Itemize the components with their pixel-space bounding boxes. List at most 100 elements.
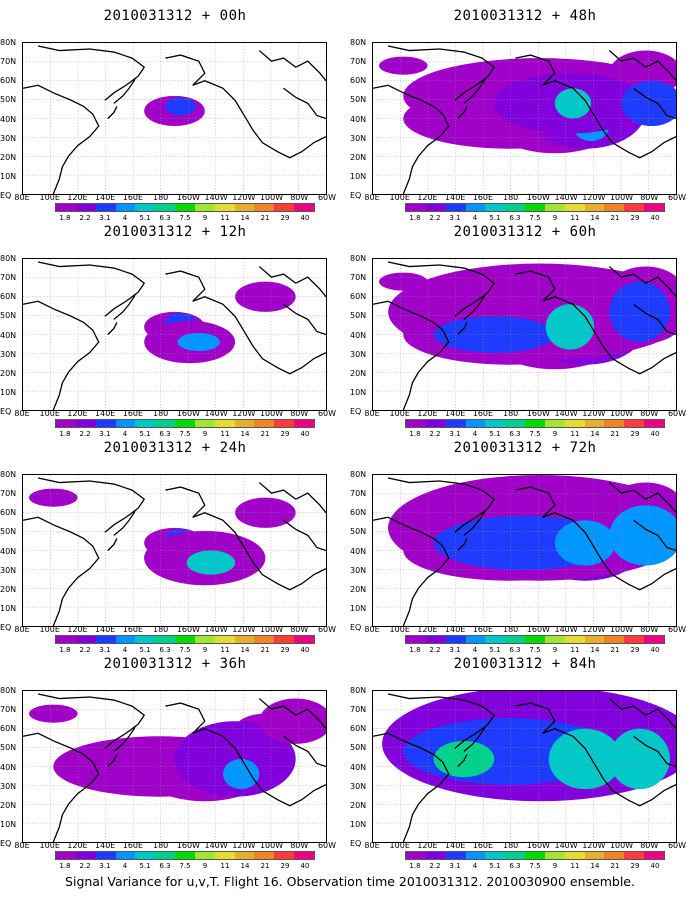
longitude-label: 160E <box>122 409 144 418</box>
longitude-label: 160W <box>526 409 550 418</box>
latitude-label: 50N <box>350 311 367 321</box>
colorbar-level-label: 7.5 <box>529 430 541 438</box>
colorbar-swatch <box>624 204 645 211</box>
colorbar-level-label: 11 <box>570 862 580 870</box>
longitude-label: 140W <box>554 841 578 850</box>
latitude-label: 50N <box>350 743 367 753</box>
colorbar-swatch <box>75 852 96 859</box>
coastline <box>107 538 118 551</box>
longitude-label: 140W <box>204 625 228 634</box>
colorbar-level-label: 3.1 <box>99 430 111 438</box>
colorbar-swatch <box>274 852 295 859</box>
longitude-label: 120E <box>417 193 438 202</box>
colorbar-level-label: 6.3 <box>509 862 521 870</box>
longitude-label: 120E <box>417 409 438 418</box>
latitude-label: 70N <box>0 489 17 499</box>
colorbar-swatch <box>214 204 235 211</box>
colorbar-level-label: 3.1 <box>449 862 461 870</box>
colorbar-level-label: 9 <box>202 862 208 870</box>
latitude-label: 20N <box>0 368 17 378</box>
coastline <box>463 78 486 104</box>
colorbar-level-label: 40 <box>300 646 310 654</box>
longitude-label: 80E <box>14 193 30 202</box>
colorbar-level-label: 29 <box>630 430 640 438</box>
latitude-label: 40N <box>0 762 17 772</box>
colorbar-swatch <box>175 852 195 859</box>
longitude-label: 100W <box>259 409 284 418</box>
map-panel: 2010031312 + 72h 80N 70N 60N 50N 40N 30N 20N 10N… <box>350 432 700 657</box>
colorbar-swatch <box>564 204 585 211</box>
colorbar-level-label: 9 <box>202 430 208 438</box>
longitude-label: 160E <box>122 841 144 850</box>
colorbar-swatch <box>544 204 565 211</box>
colorbar-swatch <box>175 204 195 211</box>
colorbar-swatch <box>624 420 645 427</box>
latitude-label: 60N <box>0 76 17 86</box>
longitude-label: 100W <box>259 841 284 850</box>
colorbar-level-label: 3.1 <box>99 862 111 870</box>
variance-contour <box>554 88 592 119</box>
latitude-label: 30N <box>0 133 17 143</box>
colorbar-swatch <box>644 204 664 211</box>
figure-caption: Signal Variance for u,v,T. Flight 16. Ob… <box>65 874 635 889</box>
colorbar-level-label: 14 <box>240 646 250 654</box>
colorbar-level-label: 1.8 <box>409 646 421 654</box>
colorbar-swatch <box>465 852 486 859</box>
variance-contour <box>174 721 296 797</box>
latitude-label: 70N <box>0 57 17 67</box>
colorbar-swatch <box>115 420 136 427</box>
colorbar-swatch <box>234 420 255 427</box>
longitude-label: 80W <box>290 625 309 634</box>
latitude-label: 10N <box>350 603 367 613</box>
colorbar-swatch <box>175 420 195 427</box>
longitude-label: 120W <box>232 409 256 418</box>
longitude-label: 180 <box>502 841 519 850</box>
longitude-label: 160E <box>472 841 494 850</box>
colorbar-swatch <box>135 204 156 211</box>
colorbar-labels: 1.8 2.2 3.1 4 5.1 6.3 7.5 9 11 14 21 29 40 <box>55 646 315 656</box>
colorbar-swatch <box>544 636 565 643</box>
colorbar-swatch <box>56 420 76 427</box>
coastline <box>633 519 676 552</box>
longitude-label: 180 <box>502 409 519 418</box>
latitude-label: 80N <box>0 254 17 263</box>
longitude-label: 140W <box>204 409 228 418</box>
colorbar-level-label: 5.1 <box>139 862 151 870</box>
colorbar-level-label: 11 <box>220 214 230 222</box>
longitude-label: 180 <box>502 193 519 202</box>
colorbar-labels: 1.8 2.2 3.1 4 5.1 6.3 7.5 9 11 14 21 29 40 <box>55 862 315 872</box>
coastline <box>38 693 146 749</box>
colorbar-swatch <box>274 420 295 427</box>
panel-title: 2010031312 + 12h <box>103 224 247 240</box>
longitude-label: 60W <box>317 841 337 850</box>
latitude-label: EQ <box>0 407 12 416</box>
colorbar-level-label: 29 <box>630 646 640 654</box>
colorbar-swatch <box>214 852 235 859</box>
colorbar-level-label: 14 <box>590 214 600 222</box>
colorbar-level-label: 1.8 <box>59 430 71 438</box>
coastline <box>23 732 100 842</box>
colorbar-level-label: 40 <box>300 862 310 870</box>
colorbar-level-label: 29 <box>630 214 640 222</box>
colorbar-level-label: 5.1 <box>489 430 501 438</box>
colorbar-swatch <box>214 420 235 427</box>
colorbar-swatch <box>584 204 605 211</box>
colorbar-swatch <box>294 204 314 211</box>
latitude-label: 70N <box>0 273 17 283</box>
colorbar <box>405 851 665 860</box>
colorbar-swatch <box>445 636 466 643</box>
panel-title: 2010031312 + 72h <box>453 440 597 456</box>
coastline <box>373 300 450 410</box>
map-area <box>372 42 677 195</box>
longitude-label: 140W <box>554 409 578 418</box>
coastline <box>283 303 326 336</box>
colorbar-level-label: 2.2 <box>429 862 441 870</box>
colorbar-level-label: 11 <box>570 214 580 222</box>
colorbar-swatch <box>234 852 255 859</box>
variance-contour <box>235 497 296 528</box>
longitude-label: 100E <box>389 409 410 418</box>
latitude-label: 50N <box>350 527 367 537</box>
colorbar-swatch <box>465 204 486 211</box>
latitude-label: 20N <box>0 152 17 162</box>
colorbar-level-label: 3.1 <box>449 430 461 438</box>
